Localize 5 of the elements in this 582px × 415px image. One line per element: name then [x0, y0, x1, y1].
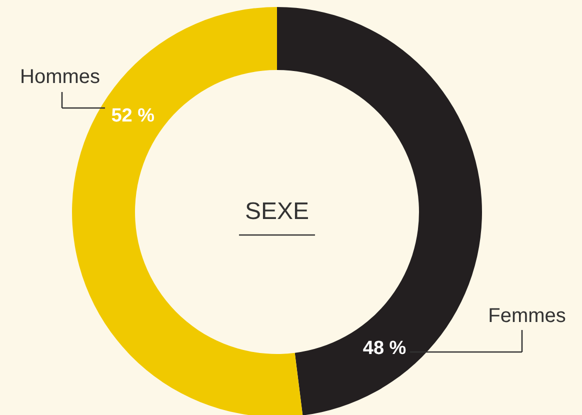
- data-label: 48 %: [362, 338, 406, 360]
- data-label: 52 %: [111, 105, 155, 126]
- slice-label: Hommes: [20, 66, 100, 88]
- text: SEXE: [244, 198, 310, 225]
- slice-label: Femmes: [488, 305, 566, 327]
